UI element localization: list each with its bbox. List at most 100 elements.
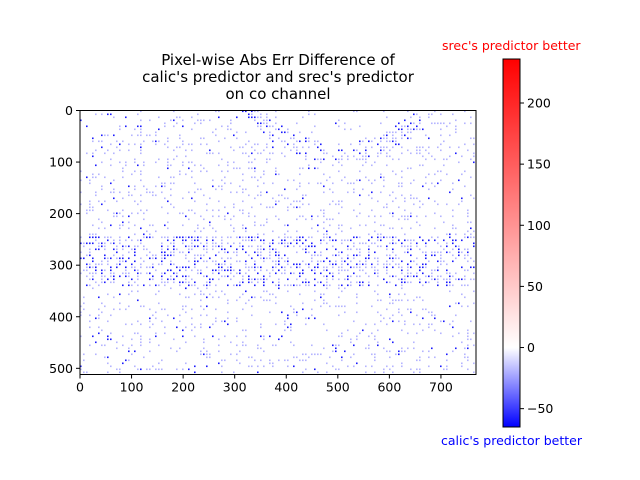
heatmap-pixel <box>164 308 166 311</box>
heatmap-pixel <box>116 248 118 251</box>
heatmap-pixel <box>323 185 325 188</box>
heatmap-pixel <box>284 245 286 248</box>
heatmap-pixel <box>425 242 427 245</box>
heatmap-pixel <box>374 338 376 341</box>
heatmap-pixel <box>224 260 226 263</box>
heatmap-pixel <box>80 335 82 338</box>
heatmap-pixel <box>221 245 223 248</box>
heatmap-pixel <box>254 149 256 152</box>
heatmap-pixel <box>395 257 397 260</box>
heatmap-pixel <box>344 152 346 155</box>
heatmap-pixel <box>452 260 454 263</box>
heatmap-pixel <box>125 275 127 278</box>
heatmap-pixel <box>269 311 271 314</box>
heatmap-pixel <box>92 206 94 209</box>
heatmap-pixel <box>395 242 397 245</box>
heatmap-pixel <box>440 254 442 257</box>
heatmap-pixel <box>92 260 94 263</box>
heatmap-pixel <box>401 347 403 350</box>
heatmap-pixel <box>395 197 397 200</box>
heatmap-pixel <box>215 134 217 137</box>
heatmap-pixel <box>188 191 190 194</box>
heatmap-pixel <box>401 134 403 137</box>
heatmap-pixel <box>89 179 91 182</box>
heatmap-pixel <box>143 161 145 164</box>
heatmap-pixel <box>272 140 274 143</box>
heatmap-pixel <box>101 272 103 275</box>
heatmap-pixel <box>473 155 475 158</box>
heatmap-pixel <box>269 275 271 278</box>
heatmap-pixel <box>263 275 265 278</box>
heatmap-pixel <box>338 125 340 128</box>
heatmap-pixel <box>155 161 157 164</box>
heatmap-pixel <box>167 212 169 215</box>
heatmap-pixel <box>143 140 145 143</box>
heatmap-pixel <box>389 368 391 371</box>
heatmap-pixel <box>326 179 328 182</box>
heatmap-pixel <box>473 302 475 305</box>
heatmap-pixel <box>209 284 211 287</box>
heatmap-pixel <box>260 248 262 251</box>
heatmap-pixel <box>221 239 223 242</box>
heatmap-pixel <box>257 110 259 113</box>
heatmap-pixel <box>290 341 292 344</box>
heatmap-pixel <box>338 287 340 290</box>
heatmap-pixel <box>92 266 94 269</box>
heatmap-pixel <box>341 155 343 158</box>
heatmap-pixel <box>344 122 346 125</box>
heatmap-pixel <box>413 179 415 182</box>
heatmap-pixel <box>374 356 376 359</box>
heatmap-pixel <box>173 110 175 113</box>
heatmap-pixel <box>473 278 475 281</box>
heatmap-pixel <box>431 155 433 158</box>
heatmap-pixel <box>188 209 190 212</box>
heatmap-pixel <box>446 245 448 248</box>
heatmap-pixel <box>374 272 376 275</box>
heatmap-pixel <box>449 155 451 158</box>
heatmap-pixel <box>278 236 280 239</box>
heatmap-pixel <box>347 191 349 194</box>
heatmap-pixel <box>425 308 427 311</box>
heatmap-pixel <box>461 362 463 365</box>
heatmap-pixel <box>200 299 202 302</box>
heatmap-pixel <box>332 275 334 278</box>
heatmap-pixel <box>257 371 259 374</box>
heatmap-pixel <box>341 251 343 254</box>
heatmap-pixel <box>335 254 337 257</box>
heatmap-pixel <box>140 149 142 152</box>
heatmap-pixel <box>197 224 199 227</box>
heatmap-pixel <box>80 251 82 254</box>
heatmap-pixel <box>245 251 247 254</box>
heatmap-pixel <box>377 236 379 239</box>
heatmap-pixel <box>251 365 253 368</box>
heatmap-pixel <box>449 305 451 308</box>
heatmap-pixel <box>257 194 259 197</box>
heatmap-pixel <box>320 272 322 275</box>
heatmap-pixel <box>434 239 436 242</box>
heatmap-pixel <box>140 257 142 260</box>
heatmap-pixel <box>257 122 259 125</box>
heatmap-pixel <box>104 200 106 203</box>
heatmap-pixel <box>407 269 409 272</box>
heatmap-pixel <box>401 176 403 179</box>
heatmap-pixel <box>308 284 310 287</box>
heatmap-pixel <box>356 362 358 365</box>
heatmap-pixel <box>116 215 118 218</box>
heatmap-pixel <box>86 275 88 278</box>
heatmap-pixel <box>296 251 298 254</box>
heatmap-pixel <box>443 248 445 251</box>
heatmap-pixel <box>170 278 172 281</box>
heatmap-pixel <box>155 140 157 143</box>
heatmap-pixel <box>215 242 217 245</box>
heatmap-pixel <box>437 182 439 185</box>
heatmap-pixel <box>281 311 283 314</box>
heatmap-pixel <box>107 239 109 242</box>
heatmap-pixel <box>302 116 304 119</box>
heatmap-pixel <box>452 326 454 329</box>
heatmap-pixel <box>161 185 163 188</box>
heatmap-pixel <box>335 263 337 266</box>
heatmap-pixel <box>248 299 250 302</box>
heatmap-pixel <box>356 158 358 161</box>
heatmap-pixel <box>455 314 457 317</box>
heatmap-pixel <box>254 215 256 218</box>
